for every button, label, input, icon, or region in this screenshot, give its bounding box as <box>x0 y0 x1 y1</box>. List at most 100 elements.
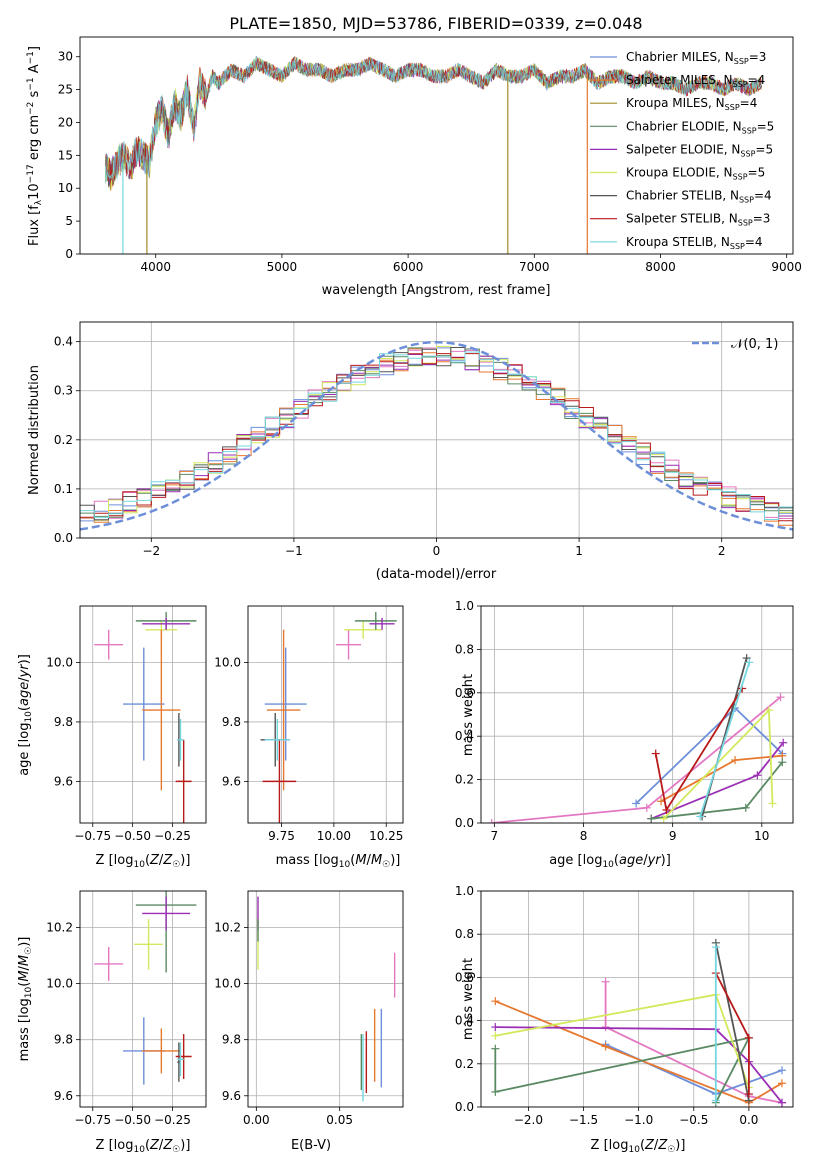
legend-label: Chabrier MILES, NSSP=3 <box>626 50 766 66</box>
errorbar-point <box>134 919 163 970</box>
y-tick-label: 9.6 <box>54 774 73 788</box>
y-tick-label: 10.0 <box>214 977 241 991</box>
axes-frame <box>247 890 404 1108</box>
residual-histogram-8 <box>80 353 793 522</box>
x-tick-label: 0.05 <box>326 1113 353 1127</box>
legend-label: Salpeter STELIB, NSSP=3 <box>626 212 770 228</box>
y-tick-label: 0.2 <box>455 1057 474 1071</box>
metallicity-mass-axes: −0.75 −0.50 −0.25 9.6 9.8 10.0 10.2 <box>46 890 207 1127</box>
x-tick-label: 7 <box>491 829 499 843</box>
metallicity-massweight-axes: −2.0 −1.5 −1.0 −0.5 0.0 0.0 0.2 0.4 0.6 0.8 1.0 <box>455 884 794 1127</box>
errorbar-plot-area <box>260 611 397 823</box>
errorbar-plot-area <box>94 611 197 823</box>
massweight-line-7 <box>714 942 750 1101</box>
y-tick-label: 9.6 <box>222 1089 241 1103</box>
x-tick-label: 10.25 <box>369 829 403 843</box>
x-tick-label: 7000 <box>519 260 550 274</box>
x-tick-label: −1.0 <box>624 1113 653 1127</box>
residual-histogram-9 <box>80 351 793 520</box>
massweight-line-4 <box>495 1026 783 1104</box>
y-tick-label: 0.2 <box>54 433 73 447</box>
age-weight-xlabel: age [log10(age/yr)] <box>549 853 671 870</box>
z-mass-xlabel: Z [log10(Z/Z☉)] <box>96 1138 191 1155</box>
spectrum-title: PLATE=1850, MJD=53786, FIBERID=0339, z=0… <box>229 14 642 33</box>
x-tick-label: −1.5 <box>569 1113 598 1127</box>
y-tick-label: 0.2 <box>455 773 474 787</box>
x-tick-label: 9 <box>669 829 677 843</box>
legend-label: Kroupa ELODIE, NSSP=5 <box>626 166 765 182</box>
massweight-line-4 <box>650 742 784 820</box>
axes-frame <box>79 890 207 1108</box>
errorbar-point <box>142 1028 181 1074</box>
y-tick-label: 10.2 <box>214 920 241 934</box>
y-tick-label: 10 <box>58 181 73 195</box>
x-tick-label: −0.5 <box>679 1113 708 1127</box>
errorbar-point <box>177 1042 184 1077</box>
spectrum-ylabel-main: Flux [f <box>27 205 42 246</box>
y-tick-label: 0.0 <box>455 816 474 830</box>
errorbar-point <box>264 647 307 761</box>
x-tick-label: −2.0 <box>514 1113 543 1127</box>
x-tick-label: 8000 <box>645 260 676 274</box>
y-tick-label: 1.0 <box>455 599 474 613</box>
y-tick-label: 9.6 <box>222 774 241 788</box>
z-age-xlabel: Z [log10(Z/Z☉)] <box>96 853 191 870</box>
errorbar-point <box>175 739 192 823</box>
x-tick-label: 4000 <box>140 260 171 274</box>
axes-frame <box>480 605 794 824</box>
spectrum-line-9 <box>104 56 762 183</box>
legend-label: Chabrier ELODIE, NSSP=5 <box>626 119 774 135</box>
y-tick-label: 25 <box>58 83 73 97</box>
errorbar-point <box>264 718 290 761</box>
y-tick-label: 0.3 <box>54 384 73 398</box>
y-tick-label: 9.8 <box>54 1033 73 1047</box>
y-tick-label: 9.8 <box>54 715 73 729</box>
spectrum-axes: 4000 5000 6000 7000 8000 9000 0 5 10 15 20 25 30 Chab… <box>58 36 802 274</box>
errorbar-point <box>354 611 397 630</box>
legend-label: Kroupa STELIB, NSSP=4 <box>626 235 763 251</box>
axes-frame <box>247 605 404 824</box>
x-tick-label: −0.75 <box>74 1113 111 1127</box>
massweight-line-6 <box>495 993 750 1088</box>
y-tick-label: 0.8 <box>455 642 474 656</box>
errorbar-point <box>266 629 301 791</box>
errorbar-point <box>177 718 184 761</box>
metallicity-age-axes: −0.75 −0.50 −0.25 9.6 9.8 10.0 <box>46 605 207 843</box>
residual-plot-area <box>80 340 793 531</box>
massweight-line-8 <box>654 688 743 813</box>
x-tick-label: −0.50 <box>114 829 151 843</box>
z-age-ylabel: age [log10(age/yr)] <box>17 654 34 776</box>
y-tick-label: 20 <box>58 115 73 129</box>
errorbar-point <box>123 647 165 761</box>
x-tick-label: −0.25 <box>154 1113 191 1127</box>
legend-label: Chabrier STELIB, NSSP=4 <box>626 189 772 205</box>
errorbar-plot-area <box>257 896 396 1102</box>
legend-label: Salpeter ELODIE, NSSP=5 <box>626 142 773 158</box>
y-tick-label: 0.4 <box>455 729 474 743</box>
massweight-line-9 <box>699 662 751 817</box>
massweight-line-1 <box>604 981 783 1104</box>
errorbar-point <box>369 617 395 630</box>
x-tick-label: 9000 <box>771 260 802 274</box>
y-tick-label: 0.4 <box>54 335 73 349</box>
axes-frame <box>79 321 794 539</box>
errorbar-point <box>142 617 191 630</box>
z-weight-xlabel: Z [log10(Z/Z☉)] <box>591 1138 686 1155</box>
ebv-xlabel: E(B-V) <box>291 1138 331 1153</box>
x-tick-label: −0.75 <box>74 829 111 843</box>
legend-label: Salpeter MILES, NSSP=4 <box>626 73 765 89</box>
y-tick-label: 15 <box>58 148 73 162</box>
x-tick-label: 0.00 <box>243 1113 270 1127</box>
y-tick-label: 0.6 <box>455 686 474 700</box>
x-tick-label: −0.50 <box>114 1113 151 1127</box>
x-tick-label: 6000 <box>393 260 424 274</box>
y-tick-label: 5 <box>65 214 73 228</box>
z-mass-ylabel: mass [log10(M/M☉)] <box>17 937 34 1062</box>
x-tick-label: −0.25 <box>154 829 191 843</box>
x-tick-label: −2 <box>142 544 160 558</box>
y-tick-label: 0.6 <box>455 970 474 984</box>
axes-frame <box>480 890 794 1108</box>
errorbar-point <box>94 629 124 660</box>
y-tick-label: 1.0 <box>455 884 474 898</box>
